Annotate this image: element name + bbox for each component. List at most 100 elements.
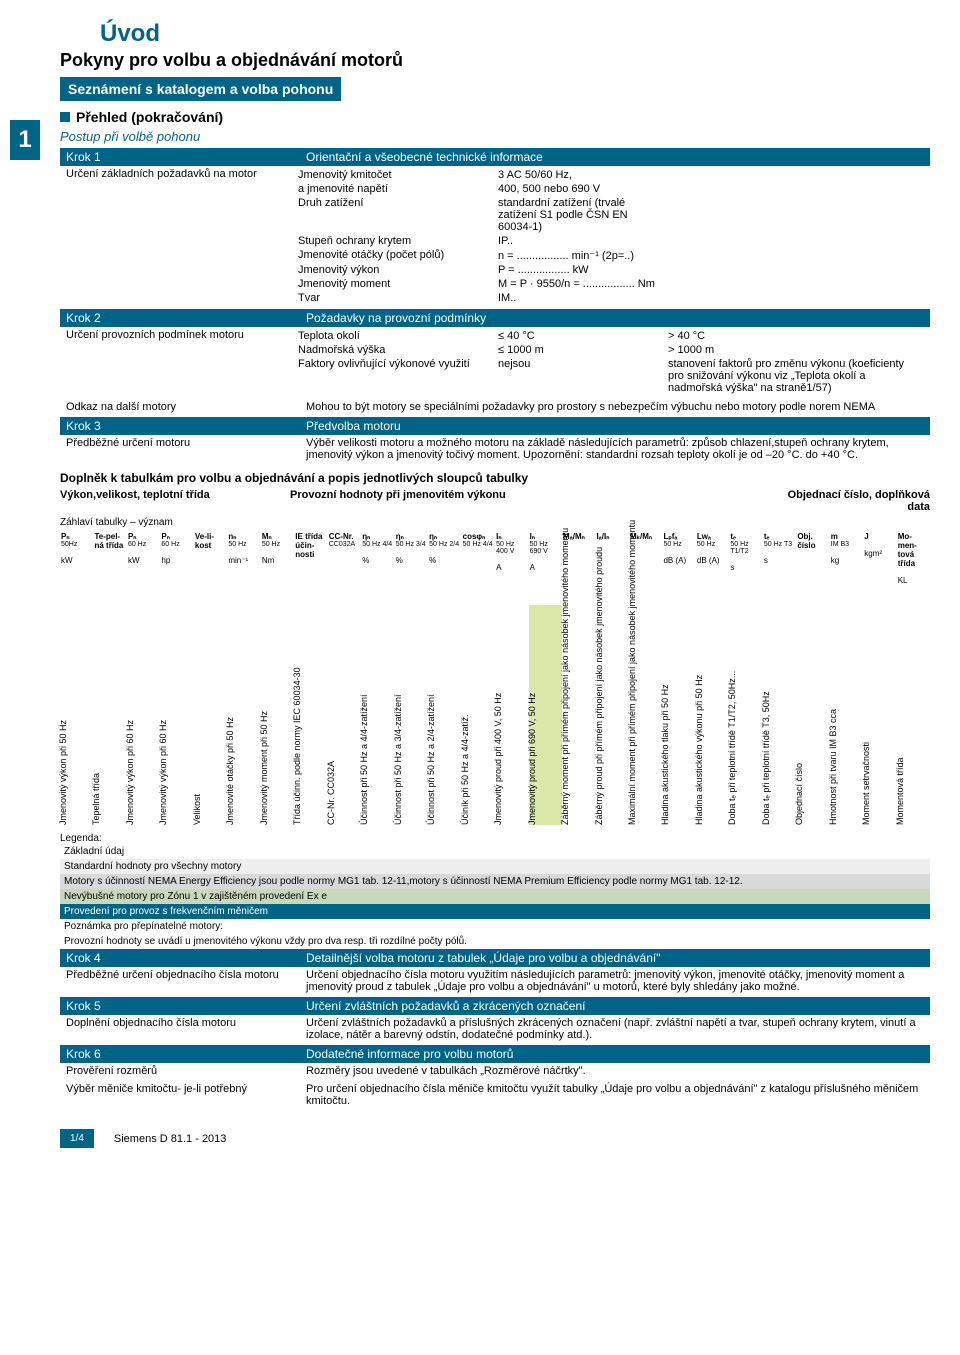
page-number: 1/4 — [60, 1129, 94, 1148]
col-cell: Obj. číslo — [796, 532, 829, 585]
cell — [664, 182, 924, 196]
step4-header: Krok 4 Detailnější volba motoru z tabule… — [60, 949, 930, 967]
page-text: Siemens D 81.1 - 2013 — [114, 1133, 227, 1145]
vertical-label: Záběrný proud při přímém připojení jako … — [596, 605, 629, 825]
vertical-label: Hmotnost při tvaru IM B3 cca — [830, 605, 863, 825]
col-cell: Lwₐ50 HzdB (A) — [696, 532, 729, 585]
cell — [664, 277, 924, 291]
legend-row: Motory s účinností NEMA Energy Efficienc… — [60, 874, 930, 889]
step2-extra-right: Mohou to být motory se speciálními požad… — [300, 399, 930, 415]
header-sub: Záhlaví tabulky – význam — [60, 517, 930, 528]
step6-header: Krok 6 Dodatečné informace pro volbu mot… — [60, 1045, 930, 1063]
step2-table: Teplota okolí≤ 40 °C> 40 °CNadmořská výš… — [294, 329, 924, 395]
col-cell: Ve-li-kost — [194, 532, 227, 585]
cell: n = ................. min⁻¹ (2p=..) — [494, 248, 664, 263]
vertical-label: Účiník při 50 Hz a 4/4-zatíž. — [462, 605, 495, 825]
col-cell: CC-Nr.CC032A — [328, 532, 361, 585]
cell: Tvar — [294, 291, 494, 305]
cell: Teplota okolí — [294, 329, 494, 343]
hw2: Provozní hodnoty při jmenovitém výkonu — [290, 489, 780, 513]
cell: Jmenovitý kmitočet — [294, 168, 494, 182]
cell: 400, 500 nebo 690 V — [494, 182, 664, 196]
vertical-label: Jmenovité otáčky při 50 Hz — [227, 605, 260, 825]
cell: Stupeň ochrany krytem — [294, 234, 494, 248]
col-cell: Jkgm² — [863, 532, 896, 585]
vertical-label: Maximální moment při přímém připojení ja… — [629, 605, 662, 825]
cell — [664, 291, 924, 305]
legend-row: Poznámka pro přepínatelné motory: — [60, 919, 930, 934]
col-cell: Pₙ50HzkW — [60, 532, 93, 585]
step1-desc: Orientační a všeobecné technické informa… — [306, 150, 924, 164]
cell: IM.. — [494, 291, 664, 305]
cell: Druh zatížení — [294, 196, 494, 234]
cell: stanovení faktorů pro změnu výkonu (koef… — [664, 357, 924, 395]
vertical-label: Hladina akustického tlaku při 50 Hz — [662, 605, 695, 825]
col-cell: Iₙ50 Hz 690 VA — [529, 532, 562, 585]
col-cell: tₑ50 Hz T1/T2s — [729, 532, 762, 585]
legend-row: Nevýbušné motory pro Zónu 1 v zajištěném… — [60, 889, 930, 904]
legend-block: Legenda: Základní údajStandardní hodnoty… — [60, 833, 930, 949]
cell: Jmenovitý výkon — [294, 263, 494, 277]
cell: Faktory ovlivňující výkonové využití — [294, 357, 494, 395]
cell: a jmenovité napětí — [294, 182, 494, 196]
step6-desc: Dodatečné informace pro volbu motorů — [306, 1047, 924, 1061]
step1-header: Krok 1 Orientační a všeobecné technické … — [60, 148, 930, 166]
step2-extra-left: Odkaz na další motory — [60, 399, 300, 415]
vertical-labels: Jmenovitý výkon při 50 HzTepelná třídaJm… — [60, 605, 930, 825]
vertical-label: Jmenovitý proud při 400 V, 50 Hz — [495, 605, 528, 825]
cell: ≤ 40 °C — [494, 329, 664, 343]
step6-body-right2: Pro určení objednacího čísla měniče kmit… — [300, 1081, 930, 1109]
vertical-label: Účinnost při 50 Hz a 3/4-zatížení — [395, 605, 428, 825]
vertical-label: Objednací číslo — [796, 605, 829, 825]
vertical-label: Momentová třída — [897, 605, 930, 825]
cell: ≤ 1000 m — [494, 343, 664, 357]
step3-desc: Předvolba motoru — [306, 419, 924, 433]
legend-row: Základní údaj — [60, 844, 930, 859]
square-icon — [60, 112, 70, 122]
cell — [664, 234, 924, 248]
cell: Jmenovitý moment — [294, 277, 494, 291]
legend-row: Provedení pro provoz s frekvenčním měnič… — [60, 904, 930, 919]
col-cell: ηₙ50 Hz 2/4% — [428, 532, 461, 585]
cell — [664, 263, 924, 277]
step6-body-left2: Výběr měniče kmitočtu- je-li potřebný — [60, 1081, 300, 1109]
step2-header: Krok 2 Požadavky na provozní podmínky — [60, 309, 930, 327]
step6-label: Krok 6 — [66, 1047, 306, 1061]
column-table: Pₙ50HzkWTe-pel-ná třídaPₙ60 HzkWPₙ60 Hzh… — [60, 532, 930, 585]
vertical-label: Doba tₑ při teplotní třídě T1/T2, 50Hz..… — [729, 605, 762, 825]
step1-body-left: Určení základních požadavků na motor — [60, 166, 288, 307]
step6-body-right1: Rozměry jsou uvedené v tabulkách „Rozměr… — [300, 1063, 930, 1079]
col-cell: Te-pel-ná třída — [93, 532, 126, 585]
title-main: Úvod — [60, 20, 930, 48]
cell: > 40 °C — [664, 329, 924, 343]
step3-label: Krok 3 — [66, 419, 306, 433]
vertical-label: Velikost — [194, 605, 227, 825]
supplement-title: Doplněk k tabulkám pro volbu a objednává… — [60, 471, 930, 485]
step2-label: Krok 2 — [66, 311, 306, 325]
cell: standardní zatížení (trvalé zatížení S1 … — [494, 196, 664, 234]
step1-label: Krok 1 — [66, 150, 306, 164]
subtitle: Postup při volbě pohonu — [60, 129, 930, 144]
col-cell: mIM B3kg — [830, 532, 863, 585]
col-cell: Lₚfₐ50 HzdB (A) — [662, 532, 695, 585]
col-cell: Mₙ50 HzNm — [261, 532, 294, 585]
step4-label: Krok 4 — [66, 951, 306, 965]
vertical-label: Třída účinn. podle normy IEC 60034-30 — [294, 605, 327, 825]
col-cell: tₑ50 Hz T3s — [763, 532, 796, 585]
legend-row: Provozní hodnoty se uvádí u jmenovitého … — [60, 934, 930, 949]
legend-row: Standardní hodnoty pro všechny motory — [60, 859, 930, 874]
cell: IP.. — [494, 234, 664, 248]
step1-table: Jmenovitý kmitočet3 AC 50/60 Hz,a jmenov… — [294, 168, 924, 305]
hw3: Objednací číslo, doplňková data — [780, 489, 930, 513]
col-cell: IE třída účin-nosti — [294, 532, 327, 585]
sidebar-number: 1 — [10, 120, 40, 160]
col-cell: ηₙ50 Hz 4/4% — [361, 532, 394, 585]
vertical-label: Jmenovitý proud při 690 V, 50 Hz — [529, 605, 562, 825]
vertical-label: Záběrný moment při přímém připojení jako… — [562, 605, 595, 825]
cell: 3 AC 50/60 Hz, — [494, 168, 664, 182]
cell — [664, 196, 924, 234]
vertical-label: Účinnost při 50 Hz a 2/4-zatížení — [428, 605, 461, 825]
vertical-label: Jmenovitý moment při 50 Hz — [261, 605, 294, 825]
vertical-label: Jmenovitý výkon při 60 Hz — [127, 605, 160, 825]
col-cell: Pₙ60 Hzhp — [160, 532, 193, 585]
